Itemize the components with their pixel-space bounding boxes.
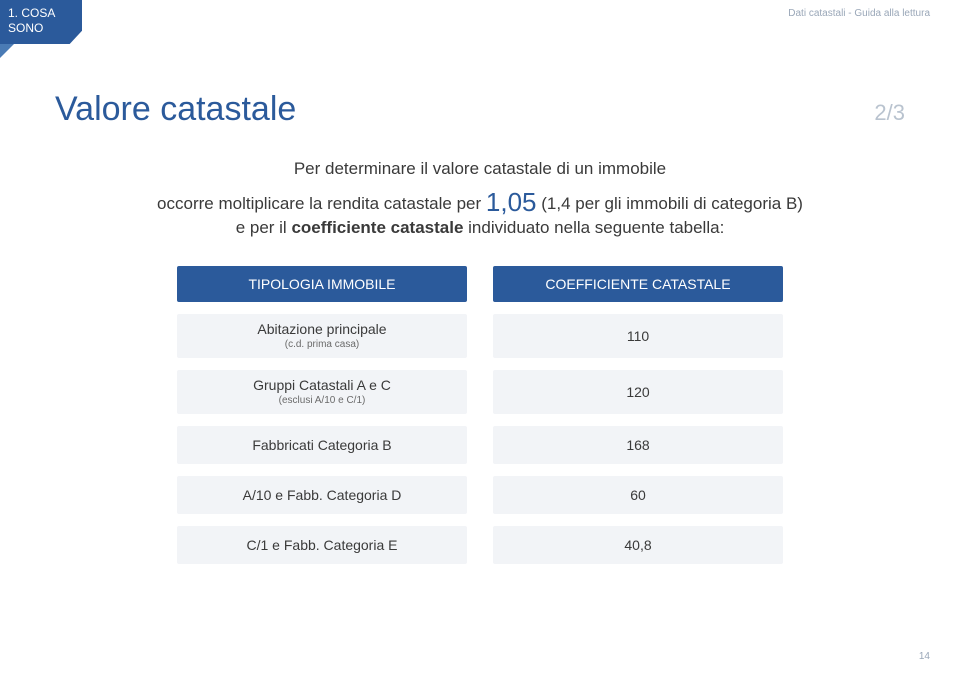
table-row: Fabbricati Categoria B	[177, 426, 467, 464]
table-row: Gruppi Catastali A e C (esclusi A/10 e C…	[177, 370, 467, 414]
intro-line3a: e per il	[236, 218, 287, 237]
tab-line2: SONO	[8, 21, 74, 36]
intro-line1: Per determinare il valore catastale di u…	[55, 159, 905, 179]
table-row: 110	[493, 314, 783, 358]
row-label: Fabbricati Categoria B	[252, 437, 391, 454]
row-label: C/1 e Fabb. Categoria E	[247, 537, 398, 554]
row-sub: (c.d. prima casa)	[285, 339, 359, 351]
table-row: 40,8	[493, 526, 783, 564]
table-row: 120	[493, 370, 783, 414]
table-row: C/1 e Fabb. Categoria E	[177, 526, 467, 564]
row-value: 168	[626, 437, 649, 454]
row-label: Abitazione principale	[257, 321, 386, 338]
intro-line3: e per il coefficiente catastale individu…	[55, 218, 905, 238]
intro-line3b: individuato nella seguente tabella:	[468, 218, 724, 237]
table-col-right: COEFFICIENTE CATASTALE 110 120 168 60 40…	[493, 266, 783, 564]
row-value: 120	[626, 384, 649, 401]
row-label: A/10 e Fabb. Categoria D	[243, 487, 402, 504]
intro-line2b: (1,4 per gli immobili di categoria B)	[541, 194, 803, 213]
table-row: Abitazione principale (c.d. prima casa)	[177, 314, 467, 358]
tab-line1: 1. COSA	[8, 6, 74, 21]
coefficiente-label: coefficiente catastale	[291, 218, 463, 237]
page-title: Valore catastale	[55, 90, 296, 129]
table-col-left: TIPOLOGIA IMMOBILE Abitazione principale…	[177, 266, 467, 564]
multiplier: 1,05	[486, 187, 537, 217]
table-row: A/10 e Fabb. Categoria D	[177, 476, 467, 514]
section-tab: 1. COSA SONO	[0, 0, 82, 44]
page: 1. COSA SONO Dati catastali - Guida alla…	[0, 0, 960, 674]
table-row: 168	[493, 426, 783, 464]
table-header-left: TIPOLOGIA IMMOBILE	[177, 266, 467, 302]
content: Valore catastale 2/3 Per determinare il …	[55, 90, 905, 564]
row-value: 110	[627, 328, 649, 345]
row-value: 40,8	[624, 537, 651, 554]
page-indicator: 2/3	[874, 100, 905, 126]
coefficient-table: TIPOLOGIA IMMOBILE Abitazione principale…	[55, 266, 905, 564]
row-value: 60	[630, 487, 646, 504]
tab-fold	[0, 44, 14, 58]
intro-line2a: occorre moltiplicare la rendita catastal…	[157, 194, 481, 213]
intro-text: Per determinare il valore catastale di u…	[55, 159, 905, 238]
page-number: 14	[919, 651, 930, 662]
title-row: Valore catastale 2/3	[55, 90, 905, 129]
row-label: Gruppi Catastali A e C	[253, 377, 391, 394]
breadcrumb: Dati catastali - Guida alla lettura	[788, 8, 930, 19]
row-sub: (esclusi A/10 e C/1)	[279, 395, 366, 407]
table-header-right: COEFFICIENTE CATASTALE	[493, 266, 783, 302]
intro-line2: occorre moltiplicare la rendita catastal…	[55, 187, 905, 218]
table-row: 60	[493, 476, 783, 514]
